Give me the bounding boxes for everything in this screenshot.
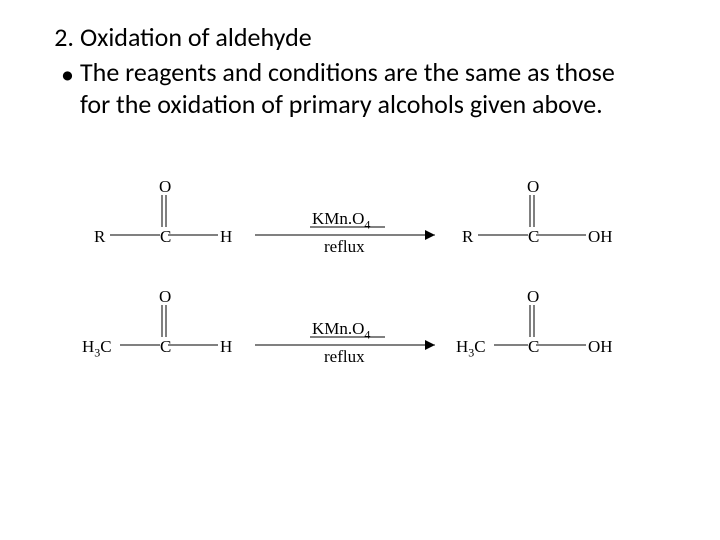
- diagram-area: R C H O KMn.O4 reflux R C OH O: [80, 175, 640, 395]
- bullet-text: The reagents and conditions are the same…: [80, 57, 640, 120]
- heading-text: Oxidation of aldehyde: [80, 22, 312, 53]
- rxn2-reagent: KMn.O4: [312, 319, 370, 342]
- rxn2-left-h: H: [220, 337, 232, 357]
- rxn2-left-o: O: [159, 287, 171, 307]
- rxn1-right-o: O: [527, 177, 539, 197]
- slide: 2. Oxidation of aldehyde • The reagents …: [0, 0, 720, 540]
- rxn1-left-c: C: [160, 227, 171, 247]
- rxn1-reagent: KMn.O4: [312, 209, 370, 232]
- bullet-mark: •: [40, 57, 80, 91]
- rxn1-left-r: R: [94, 227, 105, 247]
- bullet-row: • The reagents and conditions are the sa…: [40, 57, 680, 120]
- rxn2-conditions: reflux: [324, 347, 365, 367]
- rxn1-left-h: H: [220, 227, 232, 247]
- heading-number: 2.: [40, 22, 80, 53]
- rxn2-left-c: C: [160, 337, 171, 357]
- rxn2-left-r: H3C: [82, 337, 112, 360]
- rxn1-conditions: reflux: [324, 237, 365, 257]
- rxn1-right-oh: OH: [588, 227, 613, 247]
- rxn2-right-oh: OH: [588, 337, 613, 357]
- rxn2-right-c: C: [528, 337, 539, 357]
- rxn1-right-r: R: [462, 227, 473, 247]
- rxn1-left-o: O: [159, 177, 171, 197]
- reaction-2: H3C C H O KMn.O4 reflux H3C C OH O: [80, 285, 640, 395]
- rxn2-right-o: O: [527, 287, 539, 307]
- heading-row: 2. Oxidation of aldehyde: [40, 22, 680, 53]
- reaction-1: R C H O KMn.O4 reflux R C OH O: [80, 175, 640, 285]
- rxn2-right-r: H3C: [456, 337, 486, 360]
- rxn1-right-c: C: [528, 227, 539, 247]
